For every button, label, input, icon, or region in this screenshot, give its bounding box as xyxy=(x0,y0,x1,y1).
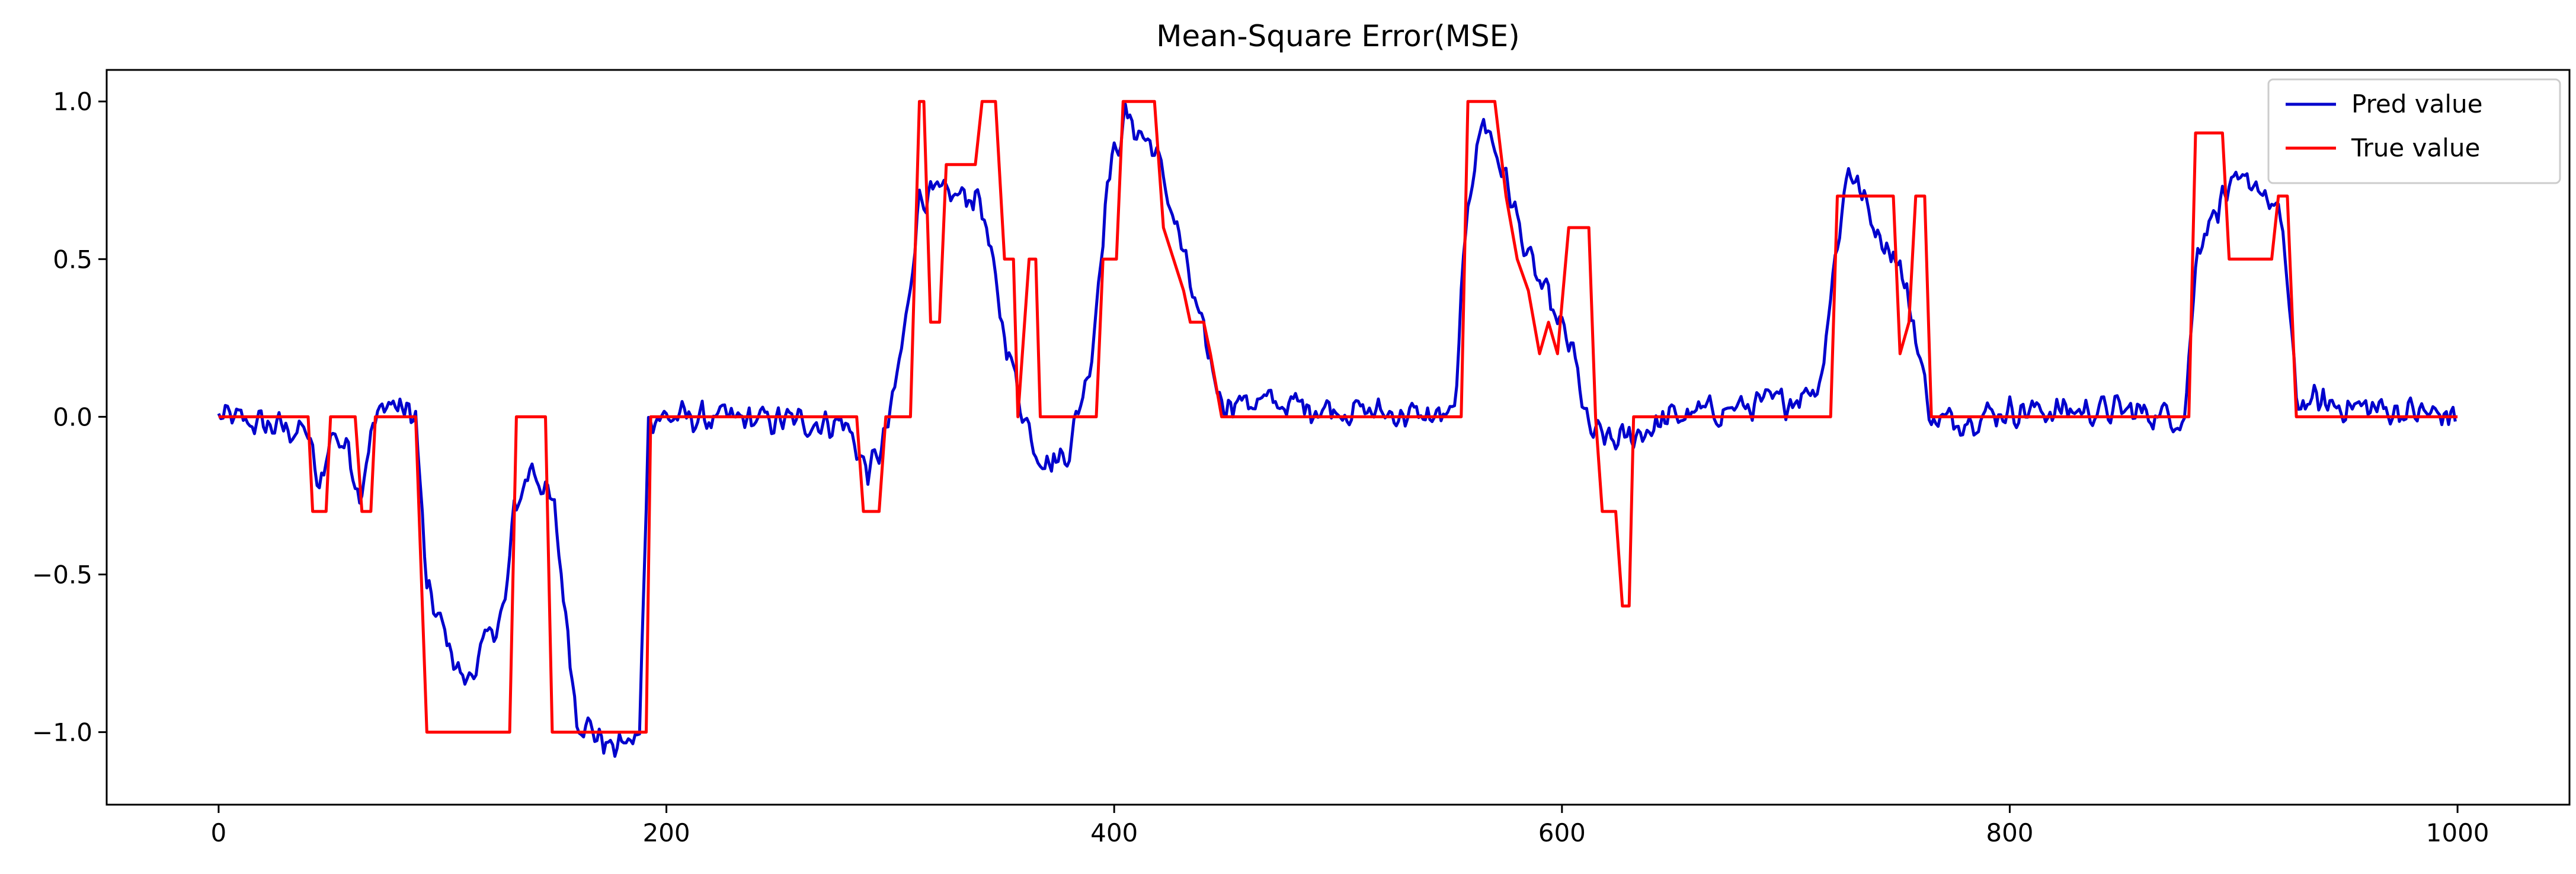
legend: Pred value True value xyxy=(2267,78,2561,184)
x-tick-label: 800 xyxy=(1986,818,2033,847)
y-tick-label: −1.0 xyxy=(32,718,92,747)
x-tick-label: 1000 xyxy=(2426,818,2489,847)
plot-area xyxy=(105,69,2571,806)
series-line-pred-value xyxy=(217,103,2457,758)
legend-pred-label: Pred value xyxy=(2351,89,2483,119)
chart-title: Mean-Square Error(MSE) xyxy=(1156,19,1520,53)
y-tick-label: 1.0 xyxy=(53,87,92,116)
series-line-true-value xyxy=(218,100,2458,734)
y-tick-label: 0.5 xyxy=(53,245,92,274)
x-tick-label: 200 xyxy=(642,818,690,847)
y-axis: 1.0 0.5 0.0 −0.5 −1.0 xyxy=(32,87,107,747)
x-tick-label: 400 xyxy=(1090,818,1138,847)
legend-true-label: True value xyxy=(2351,133,2480,162)
series-layer xyxy=(217,100,2458,758)
legend-box xyxy=(2267,78,2561,184)
x-axis: 0 200 400 600 800 1000 xyxy=(211,805,2489,847)
x-tick-label: 600 xyxy=(1538,818,1586,847)
y-tick-label: 0.0 xyxy=(53,402,92,431)
x-tick-label: 0 xyxy=(211,818,227,847)
y-tick-label: −0.5 xyxy=(32,561,92,590)
plot-frame xyxy=(105,69,2571,806)
